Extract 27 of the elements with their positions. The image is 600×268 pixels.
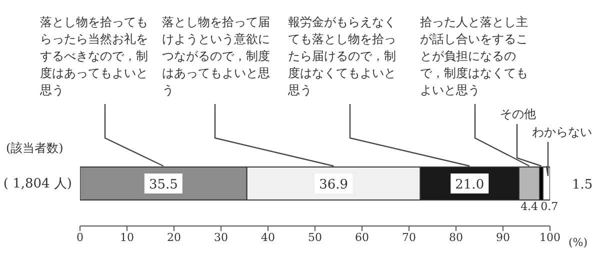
text: 落とし物を拾ってもらったら当然お礼をするべきなので，制度はあってもよいと思う	[40, 14, 149, 99]
x-tick-label: 50	[308, 230, 322, 244]
y-axis-title: (該当者数)	[6, 141, 64, 155]
x-tick-label: 0	[76, 230, 84, 244]
text: 報労金がもらえなくても落とし物を拾ったら届けるので，制度はなくてもよいと思う	[288, 14, 397, 99]
x-tick-label: 60	[355, 230, 369, 244]
x-tick-label: 40	[261, 230, 275, 244]
y-tick-label: ( 1,804 人)	[3, 176, 72, 192]
x-tick-label: 20	[167, 230, 181, 244]
text: その他	[500, 106, 537, 123]
data-label: 4.4	[520, 200, 538, 213]
data-label: 0.7	[540, 200, 558, 213]
bar	[542, 166, 550, 200]
x-tick-label: 10	[120, 230, 134, 244]
text: 落とし物を拾って届けようという意欲につながるので，制度はあってもよいと思う	[162, 14, 271, 99]
data-label: 1.5	[572, 178, 593, 192]
x-tick-label: 90	[496, 230, 510, 244]
x-tick-label: 80	[449, 230, 463, 244]
x-tick-label: 70	[402, 230, 416, 244]
data-label: 35.5	[148, 178, 178, 192]
data-label: 36.9	[319, 178, 348, 192]
x-tick-label: 100	[540, 230, 560, 244]
text: わからない	[532, 124, 593, 141]
data-label: 21.0	[455, 178, 484, 192]
x-axis-title: (%)	[568, 236, 588, 249]
text: 拾った人と落とし主が話し合いをすることが負担になるので，制度はなくてもよいと思う	[420, 14, 529, 99]
x-tick-label: 30	[214, 230, 228, 244]
